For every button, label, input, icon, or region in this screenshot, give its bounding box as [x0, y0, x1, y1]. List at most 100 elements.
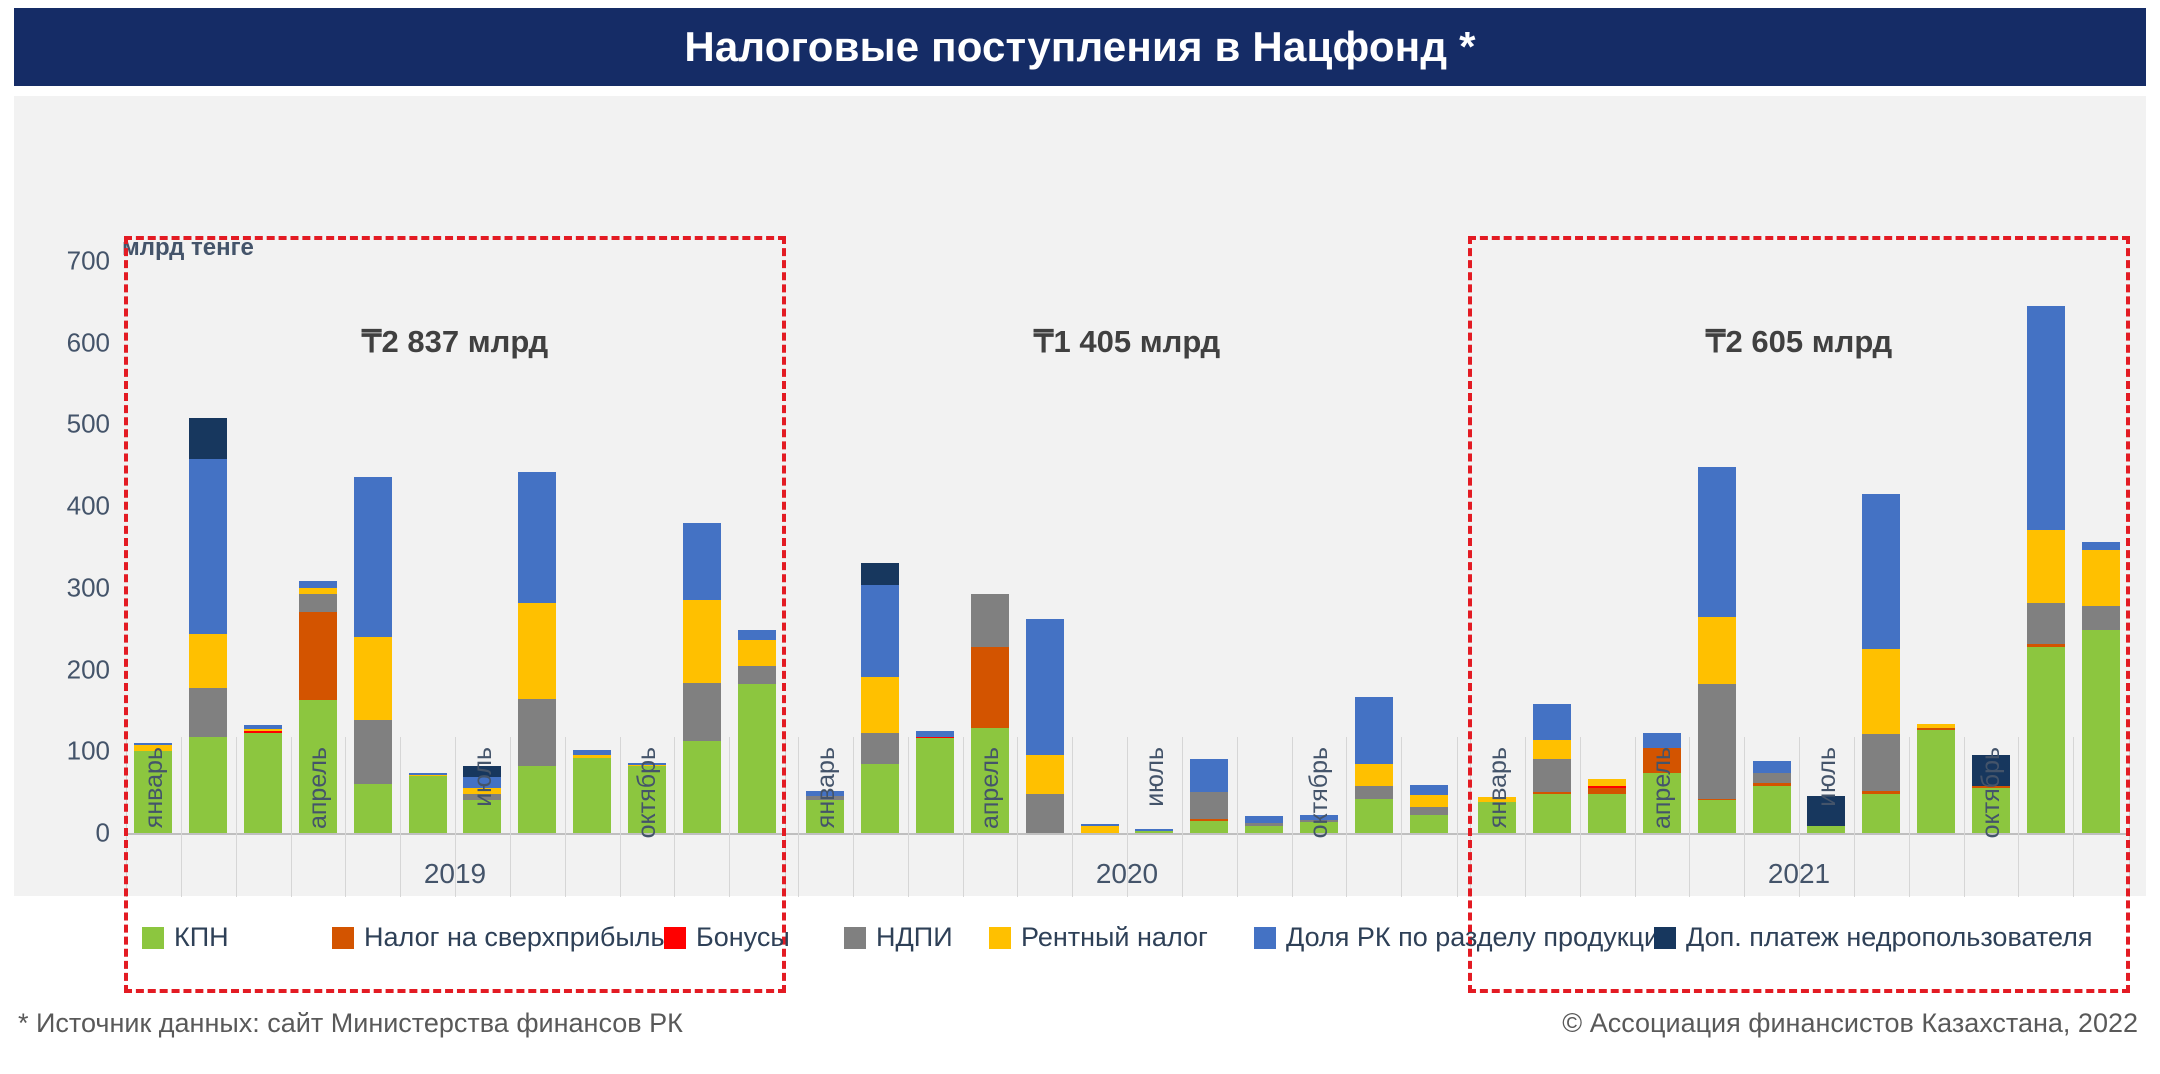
bar-segment	[1588, 786, 1627, 789]
bar-segment	[1642, 772, 1681, 833]
legend-item[interactable]: Налог на сверхприбыль	[332, 922, 665, 953]
y-axis-tick: 200	[66, 654, 110, 685]
bar-segment	[1862, 493, 1901, 650]
month-cell	[1853, 737, 1910, 897]
bar-column[interactable]	[1533, 96, 1572, 833]
bar-segment	[298, 699, 337, 833]
bar-column[interactable]	[1354, 96, 1393, 833]
bar-column[interactable]	[1025, 96, 1064, 833]
legend-item[interactable]: Доп. платеж недропользователя	[1654, 922, 2092, 953]
month-cell	[1689, 737, 1745, 897]
bar-segment	[518, 699, 557, 766]
bar-segment	[1299, 819, 1338, 822]
bar-column[interactable]	[1697, 96, 1736, 833]
legend-swatch-icon	[1254, 926, 1276, 949]
bar-segment	[2081, 630, 2120, 833]
bar-column[interactable]	[573, 96, 612, 833]
legend-label: НДПИ	[876, 922, 953, 952]
bar-segment	[861, 584, 900, 677]
month-cell	[235, 737, 292, 897]
bar-column[interactable]	[1642, 96, 1681, 833]
bar-segment	[737, 666, 776, 685]
bar-segment	[1752, 761, 1791, 774]
bar-column[interactable]	[1752, 96, 1791, 833]
month-cell	[1236, 737, 1293, 897]
bar-column[interactable]	[1299, 96, 1338, 833]
bar-segment	[916, 730, 955, 737]
bar-column[interactable]	[806, 96, 845, 833]
bar-column[interactable]	[916, 96, 955, 833]
month-cell	[1524, 737, 1581, 897]
y-axis-tick: 300	[66, 572, 110, 603]
bar-segment	[1299, 821, 1338, 833]
bar-column[interactable]	[861, 96, 900, 833]
bar-column[interactable]	[627, 96, 666, 833]
legend-swatch-icon	[844, 926, 866, 949]
bar-segment	[2081, 542, 2120, 551]
bar-segment	[1533, 791, 1572, 794]
bar-segment	[463, 788, 502, 794]
bar-column[interactable]	[737, 96, 776, 833]
bar-column[interactable]	[518, 96, 557, 833]
bar-column[interactable]	[1807, 96, 1846, 833]
bar-column[interactable]	[244, 96, 283, 833]
bar-column[interactable]	[1478, 96, 1517, 833]
bar-column[interactable]	[353, 96, 392, 833]
bar-column[interactable]	[1245, 96, 1284, 833]
bar-column[interactable]	[298, 96, 337, 833]
bar-segment	[2026, 644, 2065, 647]
bar-segment	[1697, 684, 1736, 799]
group-total-annotation: ₸2 605 млрд	[1705, 324, 1893, 359]
bar-segment	[1025, 754, 1064, 794]
bar-column[interactable]	[1588, 96, 1627, 833]
y-axis-tick: 500	[66, 408, 110, 439]
bar-column[interactable]	[970, 96, 1009, 833]
bar-segment	[806, 791, 845, 797]
bar-segment	[682, 740, 721, 833]
bar-column[interactable]	[682, 96, 721, 833]
bar-column[interactable]	[1862, 96, 1901, 833]
bar-segment	[573, 754, 612, 758]
bar-segment	[682, 683, 721, 741]
bar-segment	[1971, 755, 2010, 786]
bar-column[interactable]	[463, 96, 502, 833]
bar-segment	[2026, 603, 2065, 645]
bar-column[interactable]	[1135, 96, 1174, 833]
bar-column[interactable]	[2026, 96, 2065, 833]
bar-segment	[189, 687, 228, 737]
bar-segment	[970, 594, 1009, 647]
title-bar: Налоговые поступления в Нацфонд *	[14, 8, 2146, 86]
month-cell	[1401, 737, 1458, 897]
bar-column[interactable]	[408, 96, 447, 833]
legend-item[interactable]: Бонусы	[664, 922, 790, 953]
month-tick-label: июль	[1140, 747, 1169, 807]
bar-segment	[1533, 703, 1572, 740]
bar-column[interactable]	[134, 96, 173, 833]
month-cell	[1017, 737, 1073, 897]
bar-segment	[1409, 784, 1448, 796]
bar-column[interactable]	[1917, 96, 1956, 833]
bar-column[interactable]	[1409, 96, 1448, 833]
bar-segment	[682, 600, 721, 684]
legend-label: Рентный налог	[1021, 922, 1208, 952]
legend-item[interactable]: Доля РК по разделу продукции	[1254, 922, 1674, 953]
bar-column[interactable]	[1971, 96, 2010, 833]
legend-item[interactable]: Рентный налог	[989, 922, 1208, 953]
bar-segment	[1190, 818, 1229, 821]
month-cell	[2018, 737, 2074, 897]
bar-segment	[627, 766, 666, 833]
bar-segment	[134, 742, 173, 745]
bar-segment	[134, 751, 173, 833]
bar-column[interactable]	[1190, 96, 1229, 833]
bar-segment	[1190, 758, 1229, 793]
bar-column[interactable]	[1080, 96, 1119, 833]
group-total-annotation: ₸2 837 млрд	[361, 324, 549, 359]
legend-item[interactable]: КПН	[142, 922, 229, 953]
month-cell: июль	[1799, 737, 1855, 897]
bar-segment	[2026, 529, 2065, 604]
bar-segment	[1478, 801, 1517, 833]
legend-item[interactable]: НДПИ	[844, 922, 953, 953]
bar-segment	[2026, 305, 2065, 530]
bar-column[interactable]	[189, 96, 228, 833]
bar-column[interactable]	[2081, 96, 2120, 833]
